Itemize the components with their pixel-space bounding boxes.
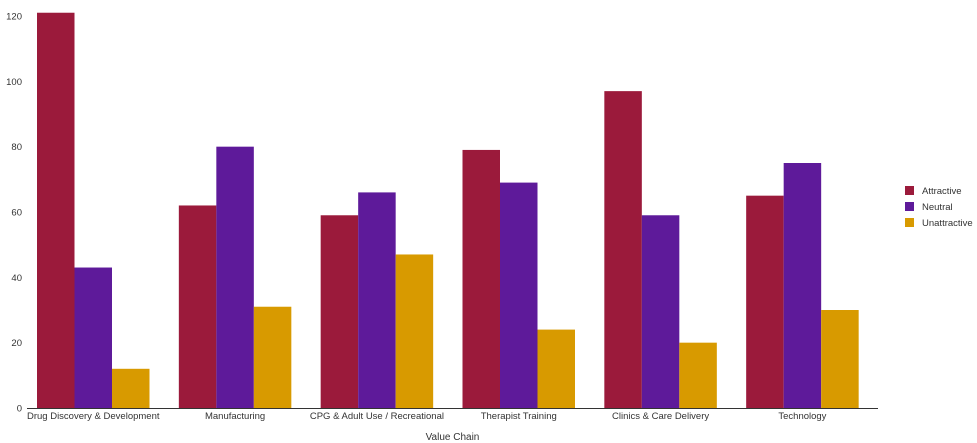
y-axis: 0 20 40 60 80 100 120 [6, 12, 22, 415]
bar-attractive-3[interactable] [462, 149, 501, 408]
y-tick-label: 120 [6, 12, 22, 23]
y-tick-label: 60 [11, 208, 22, 219]
y-tick-label: 100 [6, 77, 22, 88]
bar-neutral-2[interactable] [358, 192, 396, 408]
x-tick-label: Technology [778, 411, 826, 422]
bar-neutral-4[interactable] [641, 215, 680, 408]
legend: Attractive Neutral Unattractive [905, 186, 973, 229]
bar-neutral-1[interactable] [216, 146, 254, 409]
bar-neutral-3[interactable] [500, 182, 538, 408]
bar-attractive-4[interactable] [604, 91, 642, 408]
x-tick-label: CPG & Adult Use / Recreational [310, 411, 444, 422]
legend-label-neutral[interactable]: Neutral [922, 202, 953, 213]
bar-attractive-0[interactable] [37, 12, 75, 408]
x-axis: Drug Discovery & Development Manufacturin… [27, 408, 878, 422]
legend-swatch-neutral[interactable] [905, 202, 914, 211]
bar-unattractive-0[interactable] [112, 368, 150, 408]
bar-unattractive-4[interactable] [679, 342, 717, 408]
x-tick-label: Clinics & Care Delivery [612, 411, 709, 422]
bar-neutral-0[interactable] [74, 267, 113, 408]
legend-label-attractive[interactable]: Attractive [922, 186, 962, 197]
plot-area [37, 12, 859, 409]
legend-swatch-unattractive[interactable] [905, 218, 914, 227]
legend-label-unattractive[interactable]: Unattractive [922, 218, 973, 229]
y-tick-label: 20 [11, 338, 22, 349]
y-tick-label: 0 [17, 404, 22, 415]
x-axis-title: Value Chain [426, 432, 480, 443]
y-tick-label: 80 [11, 142, 22, 153]
x-tick-label: Manufacturing [205, 411, 265, 422]
bar-attractive-1[interactable] [178, 205, 217, 408]
legend-swatch-attractive[interactable] [905, 186, 914, 195]
x-tick-label: Drug Discovery & Development [27, 411, 160, 422]
x-tick-label: Therapist Training [481, 411, 557, 422]
bar-unattractive-2[interactable] [395, 254, 434, 408]
y-tick-label: 40 [11, 273, 22, 284]
bar-attractive-5[interactable] [746, 195, 784, 408]
bar-attractive-2[interactable] [320, 215, 359, 408]
bar-unattractive-1[interactable] [253, 306, 292, 408]
bar-unattractive-5[interactable] [821, 310, 859, 408]
bar-unattractive-3[interactable] [537, 329, 576, 408]
bar-neutral-5[interactable] [783, 163, 822, 408]
